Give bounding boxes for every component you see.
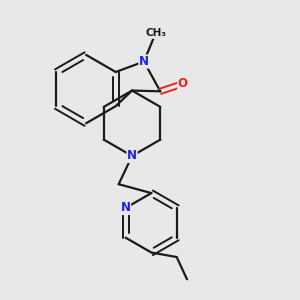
- Text: O: O: [178, 77, 188, 90]
- Text: N: N: [127, 149, 137, 162]
- Text: N: N: [139, 55, 149, 68]
- Text: N: N: [121, 202, 130, 214]
- Text: CH₃: CH₃: [145, 28, 166, 38]
